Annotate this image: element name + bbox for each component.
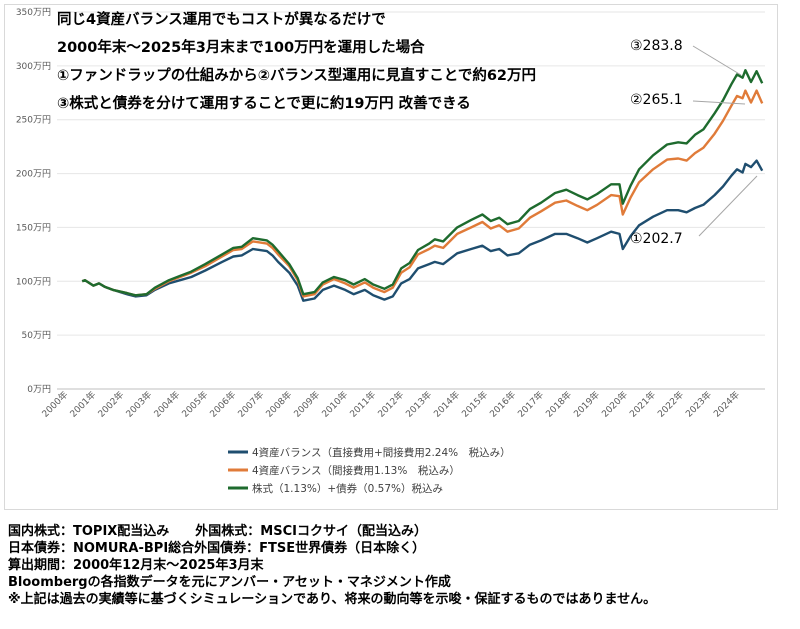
x-tick-label: 2019年 xyxy=(571,389,602,420)
legend: 4資産バランス（直接費用+間接費用2.24% 税込み） 4資産バランス（間接費用… xyxy=(228,446,511,495)
y-tick-label: 350万円 xyxy=(16,7,51,18)
legend-label-balance-indirect: 4資産バランス（間接費用1.13% 税込み） xyxy=(252,464,460,477)
y-tick-label: 300万円 xyxy=(16,61,51,72)
x-tick-label: 2017年 xyxy=(515,389,546,420)
y-tick-label: 100万円 xyxy=(16,276,51,287)
x-tick-label: 2013年 xyxy=(403,389,434,420)
x-tick-label: 2020年 xyxy=(599,389,630,420)
headline-line-3: ①ファンドラップの仕組みから②バランス型運用に見直すことで約62万円 xyxy=(57,66,536,84)
x-tick-label: 2007年 xyxy=(235,389,266,420)
end-label-balance-indirect: ②265.1 xyxy=(630,92,683,108)
legend-item-stock-bond: 株式（1.13%）+債券（0.57%）税込み xyxy=(228,482,443,495)
y-tick-label: 50万円 xyxy=(22,330,51,341)
x-tick-label: 2005年 xyxy=(179,389,210,420)
headline-line-1: 同じ4資産バランス運用でもコストが異なるだけで xyxy=(57,10,386,28)
x-tick-label: 2012年 xyxy=(375,389,406,420)
headline: 同じ4資産バランス運用でもコストが異なるだけで 2000年末～2025年3月末ま… xyxy=(57,10,536,112)
footnotes: 国内株式：TOPIX配当込み 外国株式：MSCIコクサイ（配当込み） 日本債券：… xyxy=(8,523,798,608)
y-tick-label: 150万円 xyxy=(16,222,51,233)
end-label-balance-direct: ①202.7 xyxy=(630,231,683,247)
note-source: Bloombergの各指数データを元にアンバー・アセット・マネジメント作成 xyxy=(8,575,451,590)
x-tick-label: 2024年 xyxy=(711,389,742,420)
balance-fund-comparison-chart: 0万円 50万円 100万円 150万円 200万円 250万円 300万円 350万円 20… xyxy=(16,7,765,495)
end-label-stock-bond: ③283.8 xyxy=(630,38,683,54)
x-axis-ticks: 2000年2001年2002年2003年2004年2005年2006年2007年… xyxy=(39,389,742,420)
x-tick-label: 2009年 xyxy=(291,389,322,420)
end-label-balance-indirect-leader xyxy=(692,100,746,105)
chart-frame xyxy=(4,4,778,510)
headline-line-4: ③株式と債券を分けて運用することで更に約19万円 改善できる xyxy=(57,94,471,112)
legend-item-balance-direct: 4資産バランス（直接費用+間接費用2.24% 税込み） xyxy=(228,446,511,459)
x-tick-label: 2018年 xyxy=(543,389,574,420)
x-tick-label: 2022年 xyxy=(655,389,686,420)
x-tick-label: 2015年 xyxy=(459,389,490,420)
y-tick-label: 0万円 xyxy=(27,384,51,395)
x-tick-label: 2014年 xyxy=(431,389,462,420)
x-tick-label: 2011年 xyxy=(347,389,378,420)
y-tick-label: 250万円 xyxy=(16,115,51,126)
end-label-balance-direct-leader xyxy=(698,175,758,237)
legend-item-balance-indirect: 4資産バランス（間接費用1.13% 税込み） xyxy=(228,464,460,477)
headline-line-2: 2000年末～2025年3月末まで100万円を運用した場合 xyxy=(57,38,425,56)
end-value-labels: ③283.8 ②265.1 ①202.7 xyxy=(630,38,758,247)
note-disclaimer: ※上記は過去の実績等に基づくシミュレーションであり、将来の動向等を示唆・保証する… xyxy=(8,592,657,607)
note-period: 算出期間：2000年12月末～2025年3月末 xyxy=(8,558,264,573)
x-tick-label: 2001年 xyxy=(67,389,98,420)
x-tick-label: 2003年 xyxy=(123,389,154,420)
x-tick-label: 2021年 xyxy=(627,389,658,420)
x-tick-label: 2006年 xyxy=(207,389,238,420)
series-line-stock-bond xyxy=(81,68,764,297)
note-index-bond: 日本債券：NOMURA-BPI総合外国債券：FTSE世界債券（日本除く） xyxy=(8,541,426,556)
x-tick-label: 2002年 xyxy=(95,389,126,420)
legend-label-stock-bond: 株式（1.13%）+債券（0.57%）税込み xyxy=(252,482,443,495)
end-label-stock-bond-leader xyxy=(692,45,742,76)
y-axis-ticks: 0万円 50万円 100万円 150万円 200万円 250万円 300万円 350万円 xyxy=(16,7,51,395)
note-index-equity: 国内株式：TOPIX配当込み 外国株式：MSCIコクサイ（配当込み） xyxy=(8,524,427,539)
x-tick-label: 2010年 xyxy=(319,389,350,420)
series-line-balance-direct xyxy=(81,159,764,302)
legend-label-balance-direct: 4資産バランス（直接費用+間接費用2.24% 税込み） xyxy=(252,446,511,459)
x-tick-label: 2004年 xyxy=(151,389,182,420)
x-tick-label: 2008年 xyxy=(263,389,294,420)
x-tick-label: 2023年 xyxy=(683,389,714,420)
series-layer xyxy=(81,68,764,302)
y-tick-label: 200万円 xyxy=(16,169,51,180)
x-tick-label: 2016年 xyxy=(487,389,518,420)
